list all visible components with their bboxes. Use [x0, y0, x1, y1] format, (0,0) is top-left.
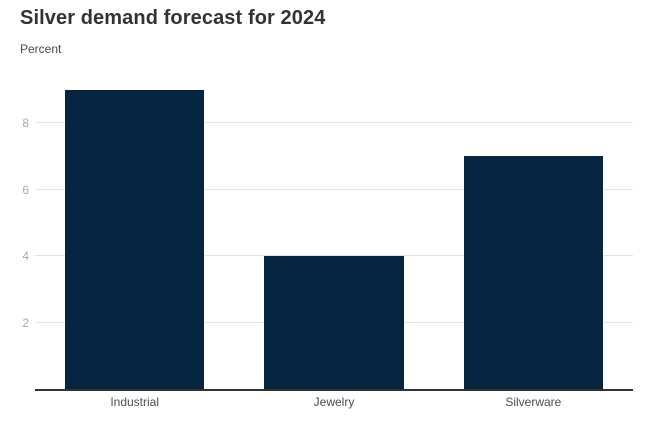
- y-tick-label: 8: [22, 116, 29, 131]
- bar-industrial: [64, 89, 205, 389]
- x-axis: Industrial Jewelry Silverware: [35, 395, 633, 411]
- y-tick-label: 2: [22, 315, 29, 330]
- y-tick-label: 4: [22, 249, 29, 264]
- x-axis-label: Jewelry: [313, 395, 355, 409]
- chart-subtitle: Percent: [20, 42, 62, 56]
- bar-jewelry: [264, 256, 404, 389]
- y-tick-label: 6: [22, 182, 29, 197]
- y-gridline: [35, 255, 633, 257]
- chart-title: Silver demand forecast for 2024: [20, 7, 326, 29]
- x-axis-label: Industrial: [110, 395, 160, 409]
- x-axis-label: Silverware: [505, 395, 562, 409]
- y-gridline: [35, 122, 633, 124]
- bar-silverware: [463, 156, 604, 389]
- plot-area: 2 4 6 8: [22, 70, 633, 391]
- y-gridline: [35, 188, 633, 190]
